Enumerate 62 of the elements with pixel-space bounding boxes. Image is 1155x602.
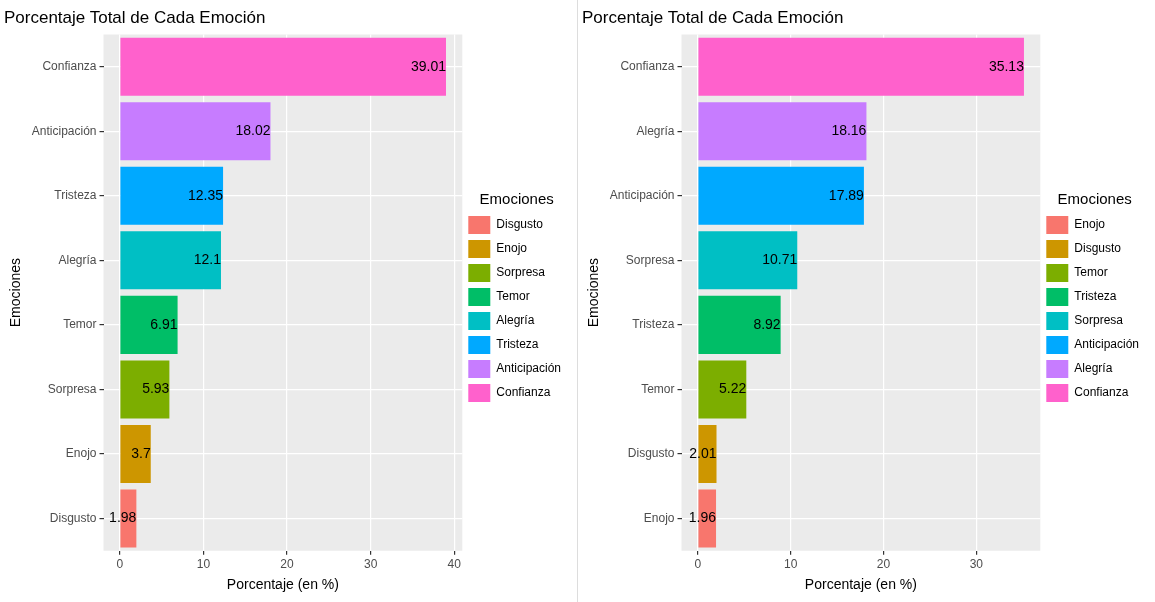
y-tick-label: Disgusto bbox=[627, 446, 675, 461]
data-label: 5.22 bbox=[719, 380, 747, 397]
legend-label: Confianza bbox=[1074, 385, 1129, 400]
y-tick-label: Sorpresa bbox=[625, 252, 675, 267]
x-axis-title: Porcentaje (en %) bbox=[226, 576, 339, 593]
x-tick-label: 20 bbox=[876, 557, 891, 572]
y-tick-label: Tristeza bbox=[54, 188, 97, 203]
legend-label: Confianza bbox=[496, 385, 551, 400]
data-label: 17.89 bbox=[828, 186, 865, 203]
data-label: 6.91 bbox=[150, 315, 178, 332]
chart-title: Porcentaje Total de Cada Emoción bbox=[4, 7, 266, 27]
y-tick-label: Temor bbox=[63, 317, 97, 332]
y-tick-label: Disgusto bbox=[49, 510, 97, 525]
data-label: 8.92 bbox=[753, 315, 781, 332]
legend-label: Temor bbox=[496, 289, 530, 304]
y-axis-title: Emociones bbox=[585, 257, 602, 328]
data-label: 35.13 bbox=[988, 57, 1025, 74]
x-tick-label: 20 bbox=[280, 557, 295, 572]
x-tick-label: 30 bbox=[363, 557, 378, 572]
chart-title: Porcentaje Total de Cada Emoción bbox=[582, 7, 844, 27]
data-label: 5.93 bbox=[142, 380, 170, 397]
legend-label: Alegría bbox=[1074, 361, 1113, 376]
x-tick-label: 10 bbox=[196, 557, 211, 572]
legend-label: Sorpresa bbox=[496, 265, 546, 280]
y-tick-label: Confianza bbox=[42, 58, 97, 73]
y-tick-label: Temor bbox=[641, 381, 675, 396]
legend-title: Emociones bbox=[1057, 189, 1132, 207]
x-tick-label: 10 bbox=[783, 557, 798, 572]
x-axis-title: Porcentaje (en %) bbox=[804, 576, 917, 593]
y-axis-title: Emociones bbox=[7, 257, 24, 328]
legend-label: Sorpresa bbox=[1074, 313, 1124, 328]
legend-label: Anticipación bbox=[496, 361, 562, 376]
y-tick-label: Enojo bbox=[65, 446, 97, 461]
legend-label: Anticipación bbox=[1074, 337, 1140, 352]
data-label: 12.1 bbox=[193, 251, 222, 268]
y-tick-label: Tristeza bbox=[632, 317, 675, 332]
legend-title: Emociones bbox=[479, 189, 554, 207]
y-tick-label: Alegría bbox=[636, 123, 675, 138]
x-tick-label: 30 bbox=[969, 557, 984, 572]
y-tick-label: Anticipación bbox=[609, 188, 675, 203]
legend-label: Tristeza bbox=[496, 337, 539, 352]
legend-label: Enojo bbox=[496, 241, 528, 256]
legend-label: Disgusto bbox=[496, 217, 544, 232]
data-label: 12.35 bbox=[188, 186, 224, 203]
x-tick-label: 40 bbox=[447, 557, 462, 572]
data-label: 39.01 bbox=[410, 57, 447, 74]
y-tick-label: Sorpresa bbox=[47, 381, 97, 396]
legend-label: Tristeza bbox=[1074, 289, 1117, 304]
data-label: 10.71 bbox=[762, 251, 798, 268]
x-tick-label: 0 bbox=[116, 557, 124, 572]
x-tick-label: 0 bbox=[694, 557, 702, 572]
legend-label: Temor bbox=[1074, 265, 1108, 280]
legend-label: Disgusto bbox=[1074, 241, 1122, 256]
data-label: 3.7 bbox=[131, 444, 151, 461]
legend-label: Enojo bbox=[1074, 217, 1106, 232]
y-tick-label: Alegría bbox=[58, 252, 97, 267]
data-label: 18.02 bbox=[235, 122, 271, 139]
data-label: 18.16 bbox=[831, 122, 867, 139]
y-tick-label: Enojo bbox=[643, 510, 675, 525]
legend-label: Alegría bbox=[496, 313, 535, 328]
y-tick-label: Anticipación bbox=[31, 123, 97, 138]
y-tick-label: Confianza bbox=[620, 58, 675, 73]
